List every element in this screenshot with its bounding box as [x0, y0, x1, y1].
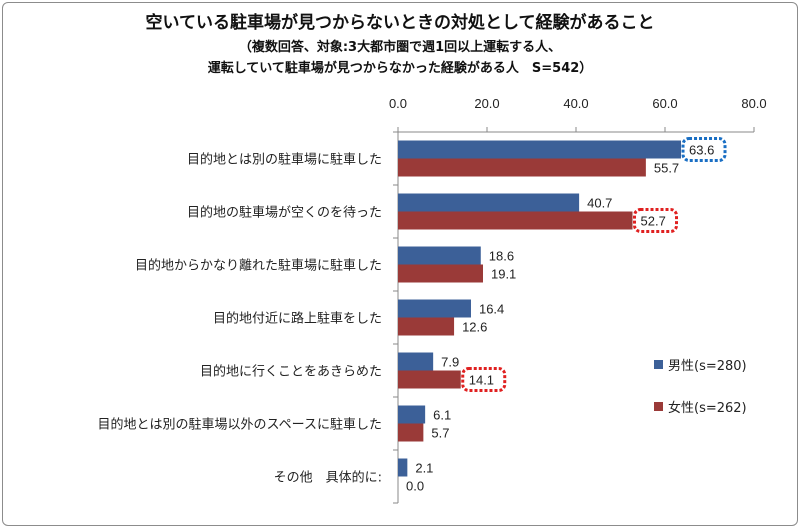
- legend-label: 女性(s=262): [668, 400, 747, 416]
- x-tick-label: 60.0: [652, 96, 677, 111]
- chart-subtitle-line1: （複数回答、対象:3大都市圏で週1回以上運転する人、: [238, 40, 562, 55]
- category-label: 目的地に行くことをあきらめた: [200, 364, 382, 380]
- data-label: 5.7: [431, 426, 449, 441]
- data-label: 40.7: [587, 196, 612, 211]
- category-label: 目的地の駐車場が空くのを待った: [187, 205, 382, 221]
- bar: [398, 423, 424, 442]
- category-label: 目的地とは別の駐車場に駐車した: [187, 152, 382, 168]
- category-label: 目的地付近に路上駐車をした: [213, 311, 382, 327]
- bar: [398, 140, 682, 159]
- data-label: 55.7: [654, 161, 679, 176]
- data-label: 12.6: [462, 320, 487, 335]
- data-label: 7.9: [441, 355, 459, 370]
- bar: [398, 158, 646, 177]
- category-label: 目的地からかなり離れた駐車場に駐車した: [135, 258, 382, 274]
- chart-subtitle-line2: 運転していて駐車場が見つからなかった経験がある人 S=542）: [207, 61, 593, 76]
- highlight-box: [461, 367, 507, 392]
- data-label: 16.4: [479, 302, 504, 317]
- data-label: 2.1: [415, 461, 433, 476]
- legend-swatch: [654, 402, 663, 411]
- highlight-box: [681, 137, 727, 162]
- x-tick-label: 80.0: [741, 96, 766, 111]
- x-tick-label: 20.0: [474, 96, 499, 111]
- bar: [398, 370, 461, 389]
- bar: [398, 317, 455, 336]
- x-tick-label: 40.0: [563, 96, 588, 111]
- data-label: 52.7: [641, 214, 666, 229]
- data-label: 6.1: [433, 408, 451, 423]
- data-label: 63.6: [689, 143, 714, 158]
- data-label: 18.6: [489, 249, 514, 264]
- category-label: 目的地とは別の駐車場以外のスペースに駐車した: [98, 417, 382, 433]
- bar: [398, 299, 471, 318]
- legend-swatch: [654, 360, 663, 369]
- bar: [398, 264, 483, 283]
- x-tick-label: 0.0: [389, 96, 407, 111]
- bar: [398, 193, 580, 212]
- data-label: 19.1: [491, 267, 516, 282]
- data-label: 14.1: [469, 373, 494, 388]
- bar: [398, 211, 633, 230]
- bar: [398, 458, 408, 477]
- bar: [398, 405, 426, 424]
- highlight-box: [633, 208, 679, 233]
- bar: [398, 246, 481, 265]
- category-label: その他 具体的に:: [274, 470, 382, 486]
- chart-title: 空いている駐車場が見つからないときの対処として経験があること: [145, 13, 655, 33]
- bar: [398, 352, 434, 371]
- data-label: 0.0: [406, 479, 424, 494]
- legend-label: 男性(s=280): [668, 359, 747, 374]
